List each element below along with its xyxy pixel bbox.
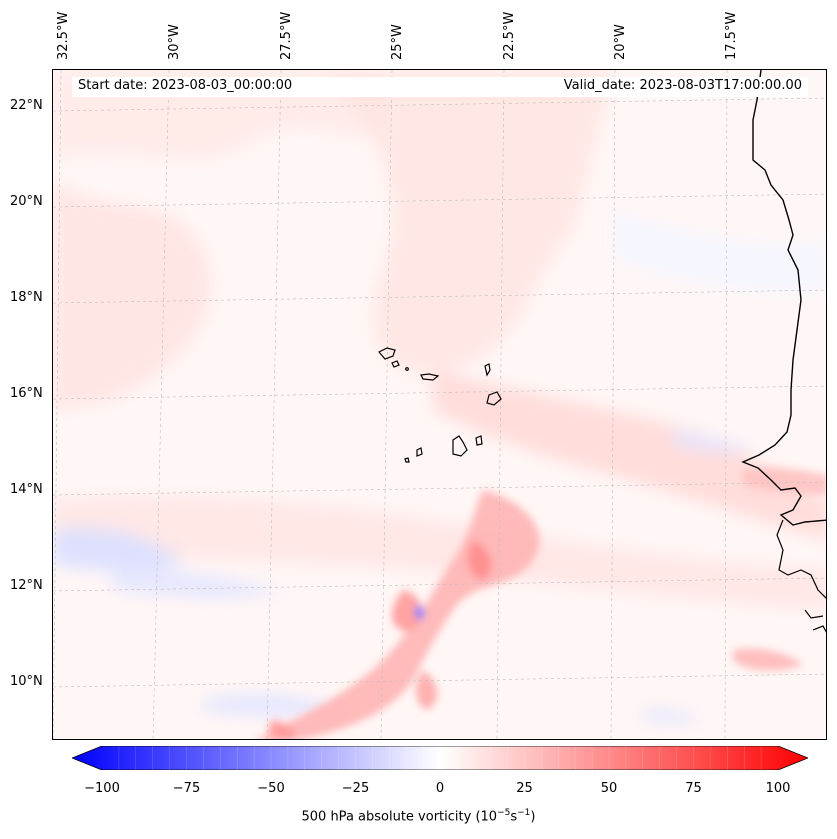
- graticule: [53, 70, 826, 739]
- colorbar-tick-label: 25: [516, 781, 533, 796]
- colorbar: [72, 746, 808, 770]
- cape-verde-islands: [378, 347, 502, 463]
- longitude-label: 17.5°W: [724, 11, 739, 60]
- vorticity-field: [53, 70, 826, 723]
- colorbar-tick-label: −75: [172, 781, 201, 796]
- longitude-label: 22.5°W: [502, 11, 517, 60]
- colorbar-tick-label: 75: [685, 781, 702, 796]
- vorticity-map: [52, 69, 827, 740]
- latitude-label: 14°N: [10, 482, 43, 497]
- latitude-label: 16°N: [10, 386, 43, 401]
- latitude-label: 10°N: [10, 674, 43, 689]
- map-canvas: [53, 70, 826, 739]
- longitude-label: 30°W: [167, 24, 182, 60]
- colorbar-tick-label: −25: [341, 781, 370, 796]
- longitude-label: 20°W: [613, 24, 628, 60]
- colorbar-label: 500 hPa absolute vorticity (10−5s−1): [301, 808, 536, 825]
- latitude-label: 12°N: [10, 578, 43, 593]
- colorbar-tick-label: 100: [765, 781, 791, 796]
- latitude-label: 22°N: [10, 98, 43, 113]
- colorbar-tick-label: 50: [600, 781, 618, 796]
- vorticity-maxima: [256, 467, 826, 739]
- colorbar-tick-label: −50: [257, 781, 285, 796]
- start-date: Start date: 2023-08-03_00:00:00: [78, 78, 293, 93]
- africa-coastline: [741, 70, 826, 526]
- date-header: Start date: 2023-08-03_00:00:00 Valid_da…: [72, 77, 808, 97]
- colorbar-tick-label: −100: [84, 781, 120, 796]
- latitude-label: 18°N: [10, 290, 43, 305]
- longitude-label: 27.5°W: [279, 11, 294, 60]
- valid-date: Valid_date: 2023-08-03T17:00:00.00: [563, 78, 802, 93]
- colorbar-tick-label: 0: [435, 781, 445, 796]
- coastline-inlets: [776, 519, 826, 633]
- longitude-label: 25°W: [390, 24, 405, 60]
- colorbar-scale: [72, 746, 808, 770]
- longitude-label: 32.5°W: [56, 11, 71, 60]
- latitude-label: 20°N: [10, 194, 43, 209]
